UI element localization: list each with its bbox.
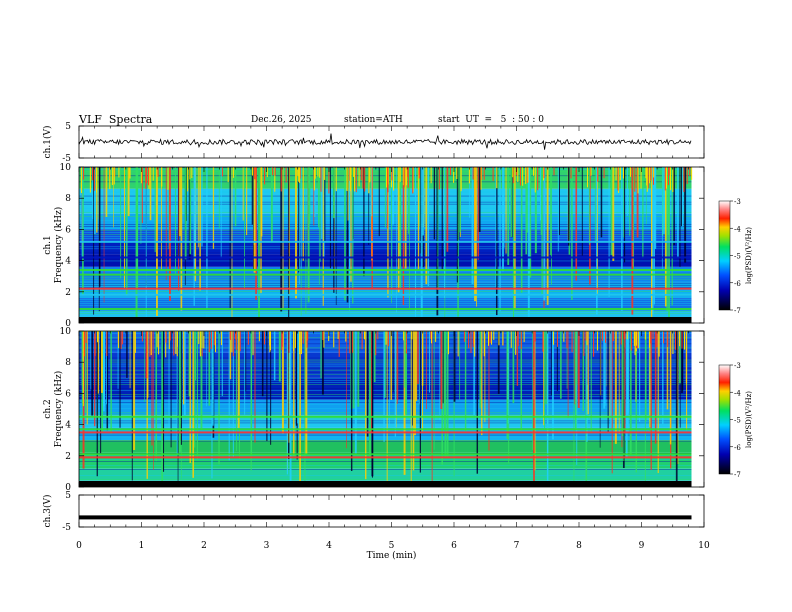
- spectral-band-0-1: [79, 307, 692, 310]
- spectral-band-0-5: [79, 268, 692, 271]
- xtick-label-2: 2: [201, 541, 207, 551]
- xtick-label-0: 0: [76, 541, 82, 551]
- ch1-waveform-trace: [78, 133, 692, 150]
- ch3-wave-ylabel: ch.3(V): [42, 495, 53, 528]
- ch2-spec-ytick-0: 0: [65, 483, 71, 493]
- spectral-band-1-4: [79, 428, 692, 431]
- spectral-band-0-7: [79, 240, 692, 243]
- ch2-colorbar-label: log(PSD)(V²/Hz): [745, 391, 753, 448]
- start-time-label: start UT = 5 : 50 : 0: [438, 115, 544, 125]
- ch1-wave-ytick-0: 5: [65, 122, 71, 132]
- ch1-colorbar-tick-4: -7: [734, 307, 741, 315]
- ch1-colorbar-tick-0: -3: [734, 198, 741, 206]
- ch2-spec-ylabel: ch.2: [43, 399, 53, 418]
- ch1-colorbar-tick-3: -6: [734, 280, 741, 288]
- ch2-colorbar-tick-2: -5: [734, 417, 741, 425]
- ch3-wave-ytick-0: 5: [65, 491, 71, 501]
- ch1-spec-ytick-5: 10: [60, 163, 72, 173]
- chart-title: VLF Spectra: [79, 113, 153, 126]
- ch2-colorbar-tick-0: -3: [734, 362, 741, 370]
- xtick-label-1: 1: [139, 541, 145, 551]
- ch1-colorbar-tick-1: -4: [734, 225, 741, 233]
- date-label: Dec.26, 2025: [251, 115, 312, 125]
- ch2-spec-ytick-4: 8: [65, 358, 71, 368]
- spectral-band-0-6: [79, 256, 692, 259]
- xtick-label-3: 3: [264, 541, 270, 551]
- spectral-band-1-5: [79, 415, 692, 418]
- xtick-label-9: 9: [639, 541, 645, 551]
- ch2-colorbar-tick-3: -6: [734, 444, 741, 452]
- spectral-band-0-2: [79, 293, 692, 296]
- spectrogram-0: [79, 167, 693, 323]
- ch1-colorbar: [718, 200, 731, 311]
- xtick-label-7: 7: [514, 541, 520, 551]
- spectrogram-1: [79, 331, 692, 487]
- x-axis-label: Time (min): [367, 550, 417, 561]
- ch2-spec-ytick-2: 4: [65, 421, 71, 431]
- ch1-spec-ytick-3: 6: [65, 225, 71, 235]
- ch1-wave-ytick-1: -5: [62, 154, 71, 164]
- ch1-wave-ylabel: ch.1(V): [42, 126, 53, 159]
- ch2-spec-ytick-3: 6: [65, 389, 71, 399]
- spectral-band-1-1: [79, 456, 692, 459]
- ch2-spec-ylabel: Frequency (kHz): [53, 371, 64, 448]
- spectral-band-1-3: [79, 431, 692, 434]
- ch1-colorbar-tick-2: -5: [734, 253, 741, 261]
- xtick-label-6: 6: [451, 541, 457, 551]
- ch2-spec-ytick-5: 10: [60, 327, 72, 337]
- ch1-spec-ytick-1: 2: [65, 288, 71, 298]
- xtick-label-8: 8: [576, 541, 582, 551]
- spectral-band-0-4: [79, 273, 692, 276]
- xtick-label-5: 5: [389, 541, 395, 551]
- ch1-spec-ytick-0: 0: [65, 319, 71, 329]
- ch1-spec-ytick-4: 8: [65, 194, 71, 204]
- xtick-label-10: 10: [698, 541, 710, 551]
- ch1-spec-ylabel: ch.1: [43, 235, 53, 254]
- ch2-spec-ytick-1: 2: [65, 452, 71, 462]
- ch3-wave-ytick-1: -5: [62, 523, 71, 533]
- ch2-colorbar: [718, 364, 731, 475]
- ch1-spec-ylabel: Frequency (kHz): [53, 207, 64, 284]
- spectral-band-1-2: [79, 453, 692, 456]
- spectral-band-0-3: [79, 287, 692, 290]
- ch1-colorbar-label: log(PSD)(V²/Hz): [745, 227, 753, 284]
- station-label: station=ATH: [344, 115, 403, 125]
- ch2-colorbar-tick-1: -4: [734, 389, 741, 397]
- xtick-label-4: 4: [326, 541, 332, 551]
- ch2-colorbar-tick-4: -7: [734, 471, 741, 479]
- ch1-spec-ytick-2: 4: [65, 257, 71, 267]
- ch3-waveform-trace: [79, 515, 692, 520]
